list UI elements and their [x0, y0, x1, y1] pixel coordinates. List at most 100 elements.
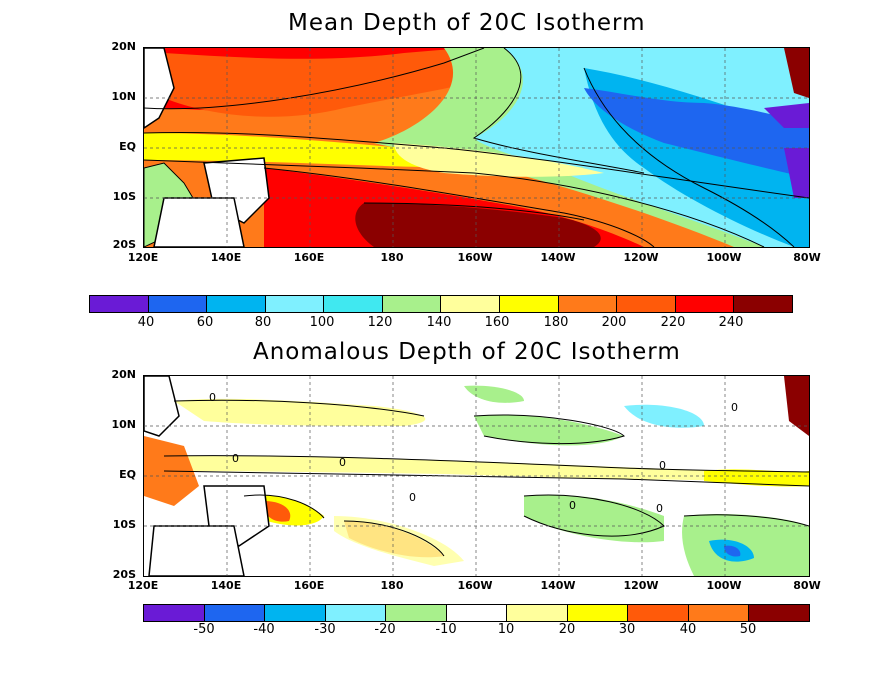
- zero-label: 0: [209, 391, 216, 404]
- zero-label: 0: [731, 401, 738, 414]
- chart-title-anomaly: Anomalous Depth of 20C Isotherm: [253, 339, 681, 365]
- mean-colorbar-swatch: [500, 296, 559, 312]
- anomaly-colorbar-swatch: [325, 605, 387, 621]
- mean-ytick-eq: EQ: [119, 140, 136, 153]
- mean-equatorial-band-pale: [394, 143, 604, 177]
- anomaly-xtick-120w: 120W: [623, 579, 659, 592]
- mean-colorbar-label-160: 160: [484, 315, 510, 330]
- zero-label: 0: [659, 459, 666, 472]
- anomaly-xtick-140e: 140E: [210, 579, 242, 592]
- anomaly-xtick-160e: 160E: [293, 579, 325, 592]
- anomaly-xtick-160w: 160W: [457, 579, 493, 592]
- anomaly-colorbar-swatch: [386, 605, 447, 621]
- anomaly-ytick-eq: EQ: [119, 468, 136, 481]
- mean-colorbar-swatch: [90, 296, 149, 312]
- anomaly-positive-band-north: [174, 398, 426, 426]
- anomaly-colorbar-swatch: [567, 605, 629, 621]
- zero-label: 0: [409, 491, 416, 504]
- mean-colorbar-swatch: [207, 296, 266, 312]
- mean-xtick-100w: 100W: [706, 251, 742, 264]
- anomaly-negative-region-se: [682, 514, 809, 576]
- zero-label: 0: [656, 502, 663, 515]
- mean-ytick-10n: 10N: [111, 90, 136, 103]
- mean-colorbar-swatch: [675, 296, 735, 312]
- mean-grid-lines: [144, 48, 809, 247]
- mean-colorbar-swatch: [148, 296, 208, 312]
- mean-ytick-10s: 10S: [112, 190, 136, 203]
- mean-colorbar-swatch: [617, 296, 676, 312]
- anomaly-colorbar-swatch: [144, 605, 205, 621]
- anomaly-strong-patch-160e: [263, 501, 291, 522]
- anomaly-colorbar-swatch: [688, 605, 750, 621]
- mean-colorbar-swatch: [265, 296, 325, 312]
- anomaly-colorbar-swatch: [507, 605, 568, 621]
- mean-colorbar-label-220: 220: [660, 315, 686, 330]
- anomaly-zero-labels: 0 0 0 0 0 0 0 0: [209, 391, 738, 515]
- mean-colorbar-swatch: [382, 296, 442, 312]
- chart-title-mean: Mean Depth of 20C Isotherm: [288, 10, 646, 36]
- anomaly-colorbar-label-30: 30: [618, 622, 636, 637]
- zero-label: 0: [232, 452, 239, 465]
- anomaly-grid-lines: [144, 376, 809, 576]
- anomaly-ytick-10n: 10N: [111, 418, 136, 431]
- anomaly-colorbar-label-50: 50: [739, 622, 757, 637]
- anomaly-colorbar-label-10: 10: [497, 622, 515, 637]
- anomaly-colorbar-label-minus50: -50: [193, 622, 215, 637]
- anomaly-colorbar-label-minus20: -20: [374, 622, 396, 637]
- mean-colorbar-swatch: [734, 296, 792, 312]
- anomaly-xtick-180: 180: [380, 579, 404, 592]
- mean-colorbar-label-240: 240: [718, 315, 744, 330]
- mean-colorbar-label-40: 40: [137, 315, 155, 330]
- mean-purple-patch-north: [764, 103, 809, 128]
- mean-colorbar-label-80: 80: [254, 315, 272, 330]
- anomaly-colorbar-label-20: 20: [558, 622, 576, 637]
- mean-ytick-20s: 20S: [112, 238, 136, 251]
- anomaly-colorbar-swatch: [749, 605, 810, 621]
- mean-colorbar-label-140: 140: [426, 315, 452, 330]
- anomaly-positive-patch-east: [704, 469, 809, 487]
- anomaly-land-australia: [148, 525, 245, 576]
- zero-label: 0: [339, 456, 346, 469]
- anomaly-negative-center-se: [724, 545, 741, 557]
- zero-label: 0: [569, 499, 576, 512]
- anomaly-xtick-80w: 80W: [793, 579, 821, 592]
- anomaly-negative-patch-140w: [474, 414, 624, 446]
- anomaly-ytick-20n: 20N: [111, 368, 136, 381]
- mean-colorbar-swatch: [441, 296, 501, 312]
- anomaly-colorbar-swatch: [628, 605, 689, 621]
- anomaly-ytick-10s: 10S: [112, 518, 136, 531]
- mean-cool-region-4: [584, 88, 809, 178]
- anomaly-colorbar-label-minus10: -10: [435, 622, 457, 637]
- anomaly-colorbar-label-minus30: -30: [314, 622, 336, 637]
- mean-colorbar-swatch: [558, 296, 618, 312]
- mean-colorbar: [89, 295, 793, 313]
- anomaly-colorbar: [143, 604, 810, 622]
- mean-xtick-160e: 160E: [293, 251, 325, 264]
- mean-land-central-america: [784, 48, 809, 98]
- mean-xtick-80w: 80W: [793, 251, 821, 264]
- mean-colorbar-label-120: 120: [367, 315, 393, 330]
- mean-xtick-160w: 160W: [457, 251, 493, 264]
- mean-colorbar-label-100: 100: [309, 315, 335, 330]
- mean-south-deep-pool: [355, 203, 601, 247]
- mean-colorbar-swatch: [324, 296, 383, 312]
- anomaly-depth-field: 0 0 0 0 0 0 0 0: [144, 376, 809, 576]
- mean-colorbar-label-180: 180: [543, 315, 569, 330]
- mean-xtick-120e: 120E: [127, 251, 159, 264]
- mean-xtick-140e: 140E: [210, 251, 242, 264]
- anomaly-colorbar-swatch: [265, 605, 326, 621]
- mean-xtick-180: 180: [380, 251, 404, 264]
- anomaly-ytick-20s: 20S: [112, 568, 136, 581]
- mean-colorbar-label-200: 200: [601, 315, 627, 330]
- mean-land-australia: [153, 197, 245, 247]
- mean-depth-map: [143, 47, 810, 248]
- anomaly-positive-band-equator: [164, 455, 809, 481]
- mean-xtick-140w: 140W: [540, 251, 576, 264]
- anomaly-xtick-140w: 140W: [540, 579, 576, 592]
- anomaly-xtick-120e: 120E: [127, 579, 159, 592]
- mean-xtick-120w: 120W: [623, 251, 659, 264]
- anomaly-negative-patch-north: [464, 385, 524, 403]
- mean-ytick-20n: 20N: [111, 40, 136, 53]
- mean-purple-patch-east: [784, 148, 809, 198]
- anomaly-colorbar-label-40: 40: [679, 622, 697, 637]
